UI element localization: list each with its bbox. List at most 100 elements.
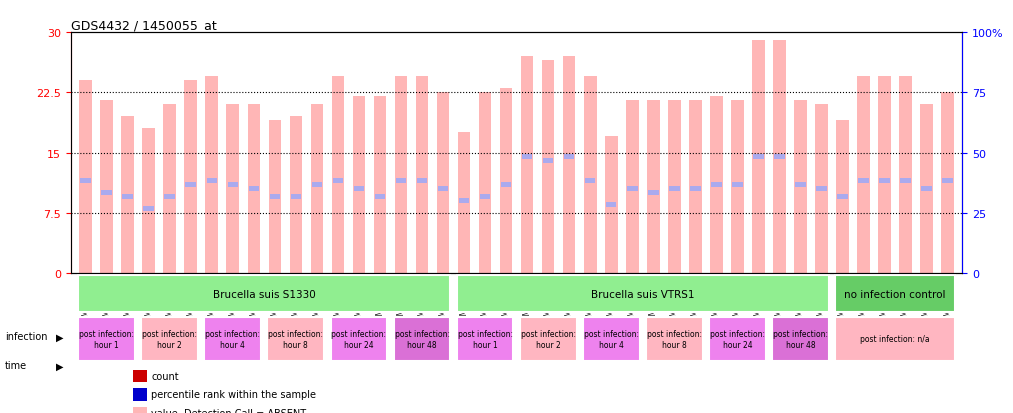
Bar [774, 155, 785, 159]
Bar [395, 77, 407, 273]
Bar [499, 89, 513, 273]
Bar [163, 105, 176, 273]
FancyBboxPatch shape [267, 317, 324, 361]
Text: value, Detection Call = ABSENT: value, Detection Call = ABSENT [151, 408, 306, 413]
Bar [206, 77, 218, 273]
Bar [459, 199, 469, 204]
Bar [668, 101, 681, 273]
Bar [901, 179, 911, 184]
Bar [941, 93, 954, 273]
Bar [563, 57, 575, 273]
Bar [415, 77, 428, 273]
Text: post infection:
hour 24: post infection: hour 24 [710, 329, 765, 349]
Bar [922, 187, 932, 192]
Bar [773, 41, 786, 273]
FancyBboxPatch shape [646, 317, 703, 361]
Bar [690, 187, 701, 192]
Text: post infection:
hour 1: post infection: hour 1 [79, 329, 134, 349]
Bar [647, 101, 659, 273]
Bar [134, 388, 147, 401]
Bar [353, 97, 366, 273]
Text: Brucella suis VTRS1: Brucella suis VTRS1 [591, 289, 695, 299]
Bar [248, 187, 259, 192]
Bar [122, 117, 134, 273]
Bar [185, 183, 196, 188]
Bar [437, 93, 450, 273]
Bar [144, 207, 154, 211]
Bar [920, 105, 933, 273]
Bar [583, 77, 597, 273]
Bar [564, 155, 574, 159]
Bar [207, 179, 217, 184]
Text: post infection:
hour 8: post infection: hour 8 [647, 329, 702, 349]
Text: ▶: ▶ [56, 361, 63, 370]
Bar [228, 183, 238, 188]
Bar [479, 93, 491, 273]
Bar [134, 370, 147, 382]
Text: post infection:
hour 4: post infection: hour 4 [583, 329, 639, 349]
Bar [542, 61, 554, 273]
Text: ▶: ▶ [56, 332, 63, 342]
Bar [500, 183, 512, 188]
FancyBboxPatch shape [772, 317, 829, 361]
Text: post infection:
hour 1: post infection: hour 1 [458, 329, 513, 349]
Bar [689, 101, 702, 273]
Bar [585, 179, 596, 184]
Bar [354, 187, 365, 192]
Bar [731, 101, 744, 273]
Bar [311, 105, 323, 273]
Bar [458, 133, 470, 273]
Bar [416, 179, 427, 184]
Bar [648, 191, 658, 196]
Bar [857, 77, 870, 273]
Bar [606, 203, 617, 208]
Bar [123, 195, 133, 199]
Bar [836, 121, 849, 273]
FancyBboxPatch shape [457, 317, 514, 361]
Bar [332, 179, 343, 184]
Bar [858, 179, 869, 184]
FancyBboxPatch shape [457, 275, 829, 313]
Text: post infection:
hour 48: post infection: hour 48 [394, 329, 450, 349]
Bar [627, 187, 637, 192]
Bar [900, 77, 912, 273]
Bar [543, 159, 553, 164]
Text: post infection:
hour 48: post infection: hour 48 [773, 329, 828, 349]
Bar [838, 195, 848, 199]
Bar [227, 105, 239, 273]
FancyBboxPatch shape [78, 275, 451, 313]
FancyBboxPatch shape [330, 317, 387, 361]
Bar [396, 179, 406, 184]
Bar [626, 101, 638, 273]
Text: post infection: n/a: post infection: n/a [860, 335, 930, 344]
Bar [480, 195, 490, 199]
Bar [101, 191, 111, 196]
Bar [164, 195, 175, 199]
Bar [134, 407, 147, 413]
Bar [522, 155, 533, 159]
Text: post infection:
hour 8: post infection: hour 8 [268, 329, 323, 349]
Text: post infection:
hour 24: post infection: hour 24 [331, 329, 386, 349]
Bar [290, 117, 302, 273]
FancyBboxPatch shape [520, 317, 576, 361]
Bar [312, 183, 322, 188]
Bar [375, 195, 385, 199]
Bar [879, 179, 889, 184]
Bar [521, 57, 534, 273]
Text: post infection:
hour 2: post infection: hour 2 [142, 329, 198, 349]
Bar [80, 179, 91, 184]
Bar [878, 77, 890, 273]
FancyBboxPatch shape [78, 317, 135, 361]
Bar [669, 187, 680, 192]
Text: post infection:
hour 4: post infection: hour 4 [206, 329, 260, 349]
Bar [247, 105, 260, 273]
Bar [942, 179, 953, 184]
Bar [732, 183, 743, 188]
Bar [291, 195, 301, 199]
Bar [711, 183, 721, 188]
Text: GDS4432 / 1450055_at: GDS4432 / 1450055_at [71, 19, 217, 32]
Bar [795, 183, 805, 188]
Bar [79, 81, 92, 273]
Bar [605, 137, 618, 273]
Bar [100, 101, 113, 273]
